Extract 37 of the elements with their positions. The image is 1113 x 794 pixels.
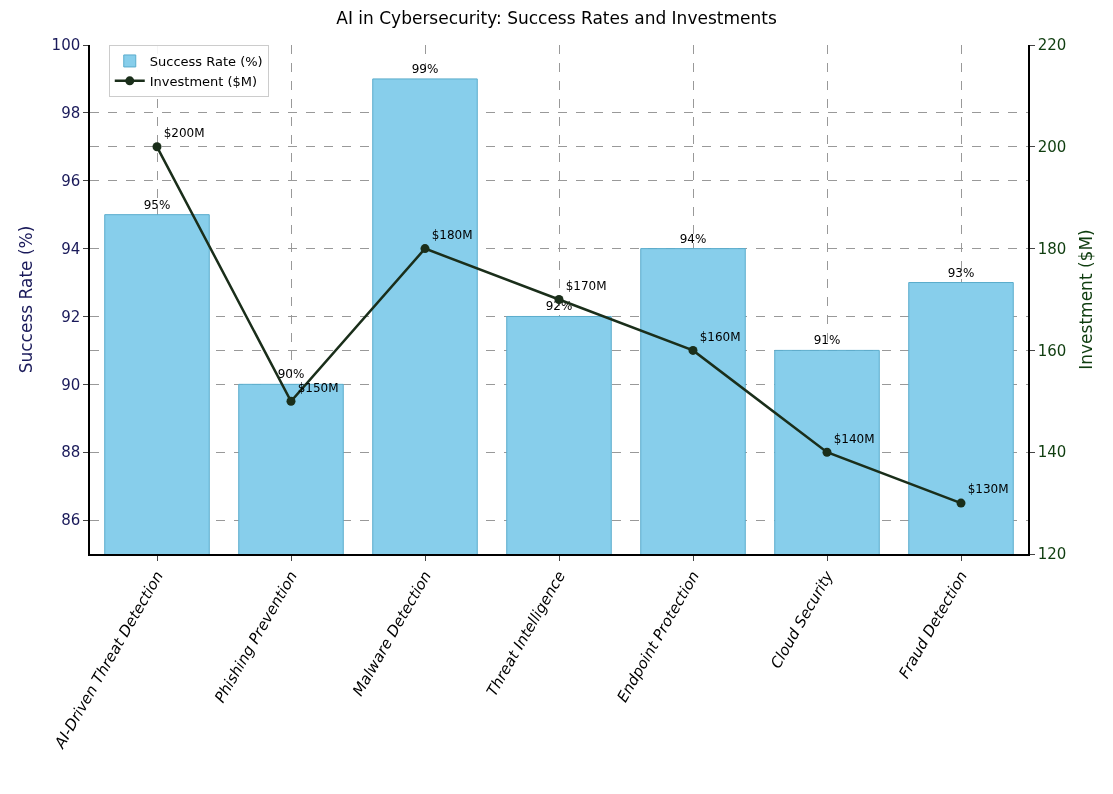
- data-label: 94%: [679, 231, 707, 246]
- y2-tick-label: 120: [1037, 545, 1067, 564]
- data-label: $130M: [967, 482, 1009, 497]
- point: [822, 447, 832, 457]
- data-label: $180M: [431, 227, 473, 242]
- y-tick-label: 100: [51, 36, 81, 55]
- data-label: 90%: [277, 367, 305, 382]
- point: [956, 498, 966, 508]
- data-label: $200M: [163, 126, 205, 141]
- y2-tick-label: 200: [1037, 138, 1067, 157]
- y-tick-label: 94: [61, 239, 81, 258]
- data-label: 91%: [813, 333, 841, 348]
- point: [152, 142, 162, 152]
- y2-axis-title: Investment ($M): [1076, 229, 1097, 370]
- data-label: $160M: [699, 329, 741, 344]
- y-tick-label: 88: [61, 443, 81, 462]
- data-label: 99%: [411, 61, 439, 76]
- y-tick-label: 96: [61, 171, 81, 190]
- y-axis-title: Success Rate (%): [15, 225, 36, 374]
- data-label: 95%: [143, 197, 171, 212]
- y2-tick-label: 140: [1037, 443, 1067, 462]
- point: [420, 244, 430, 254]
- data-label: 93%: [947, 265, 975, 280]
- data-label: $140M: [833, 431, 875, 446]
- y2-tick-label: 220: [1037, 36, 1067, 55]
- y2-tick-label: 160: [1037, 341, 1067, 360]
- legend-label: Success Rate (%): [149, 54, 263, 70]
- y-tick-label: 98: [61, 104, 81, 123]
- y2-tick-label: 180: [1037, 239, 1067, 258]
- y-tick-label: 86: [61, 511, 81, 530]
- y-tick-label: 92: [61, 307, 81, 326]
- chart-title: AI in Cybersecurity: Success Rates and Investments: [336, 7, 777, 28]
- y-tick-label: 90: [61, 375, 81, 394]
- point: [688, 345, 698, 355]
- point: [286, 396, 296, 406]
- data-label: $170M: [565, 278, 607, 293]
- legend-label: Investment ($M): [149, 73, 258, 89]
